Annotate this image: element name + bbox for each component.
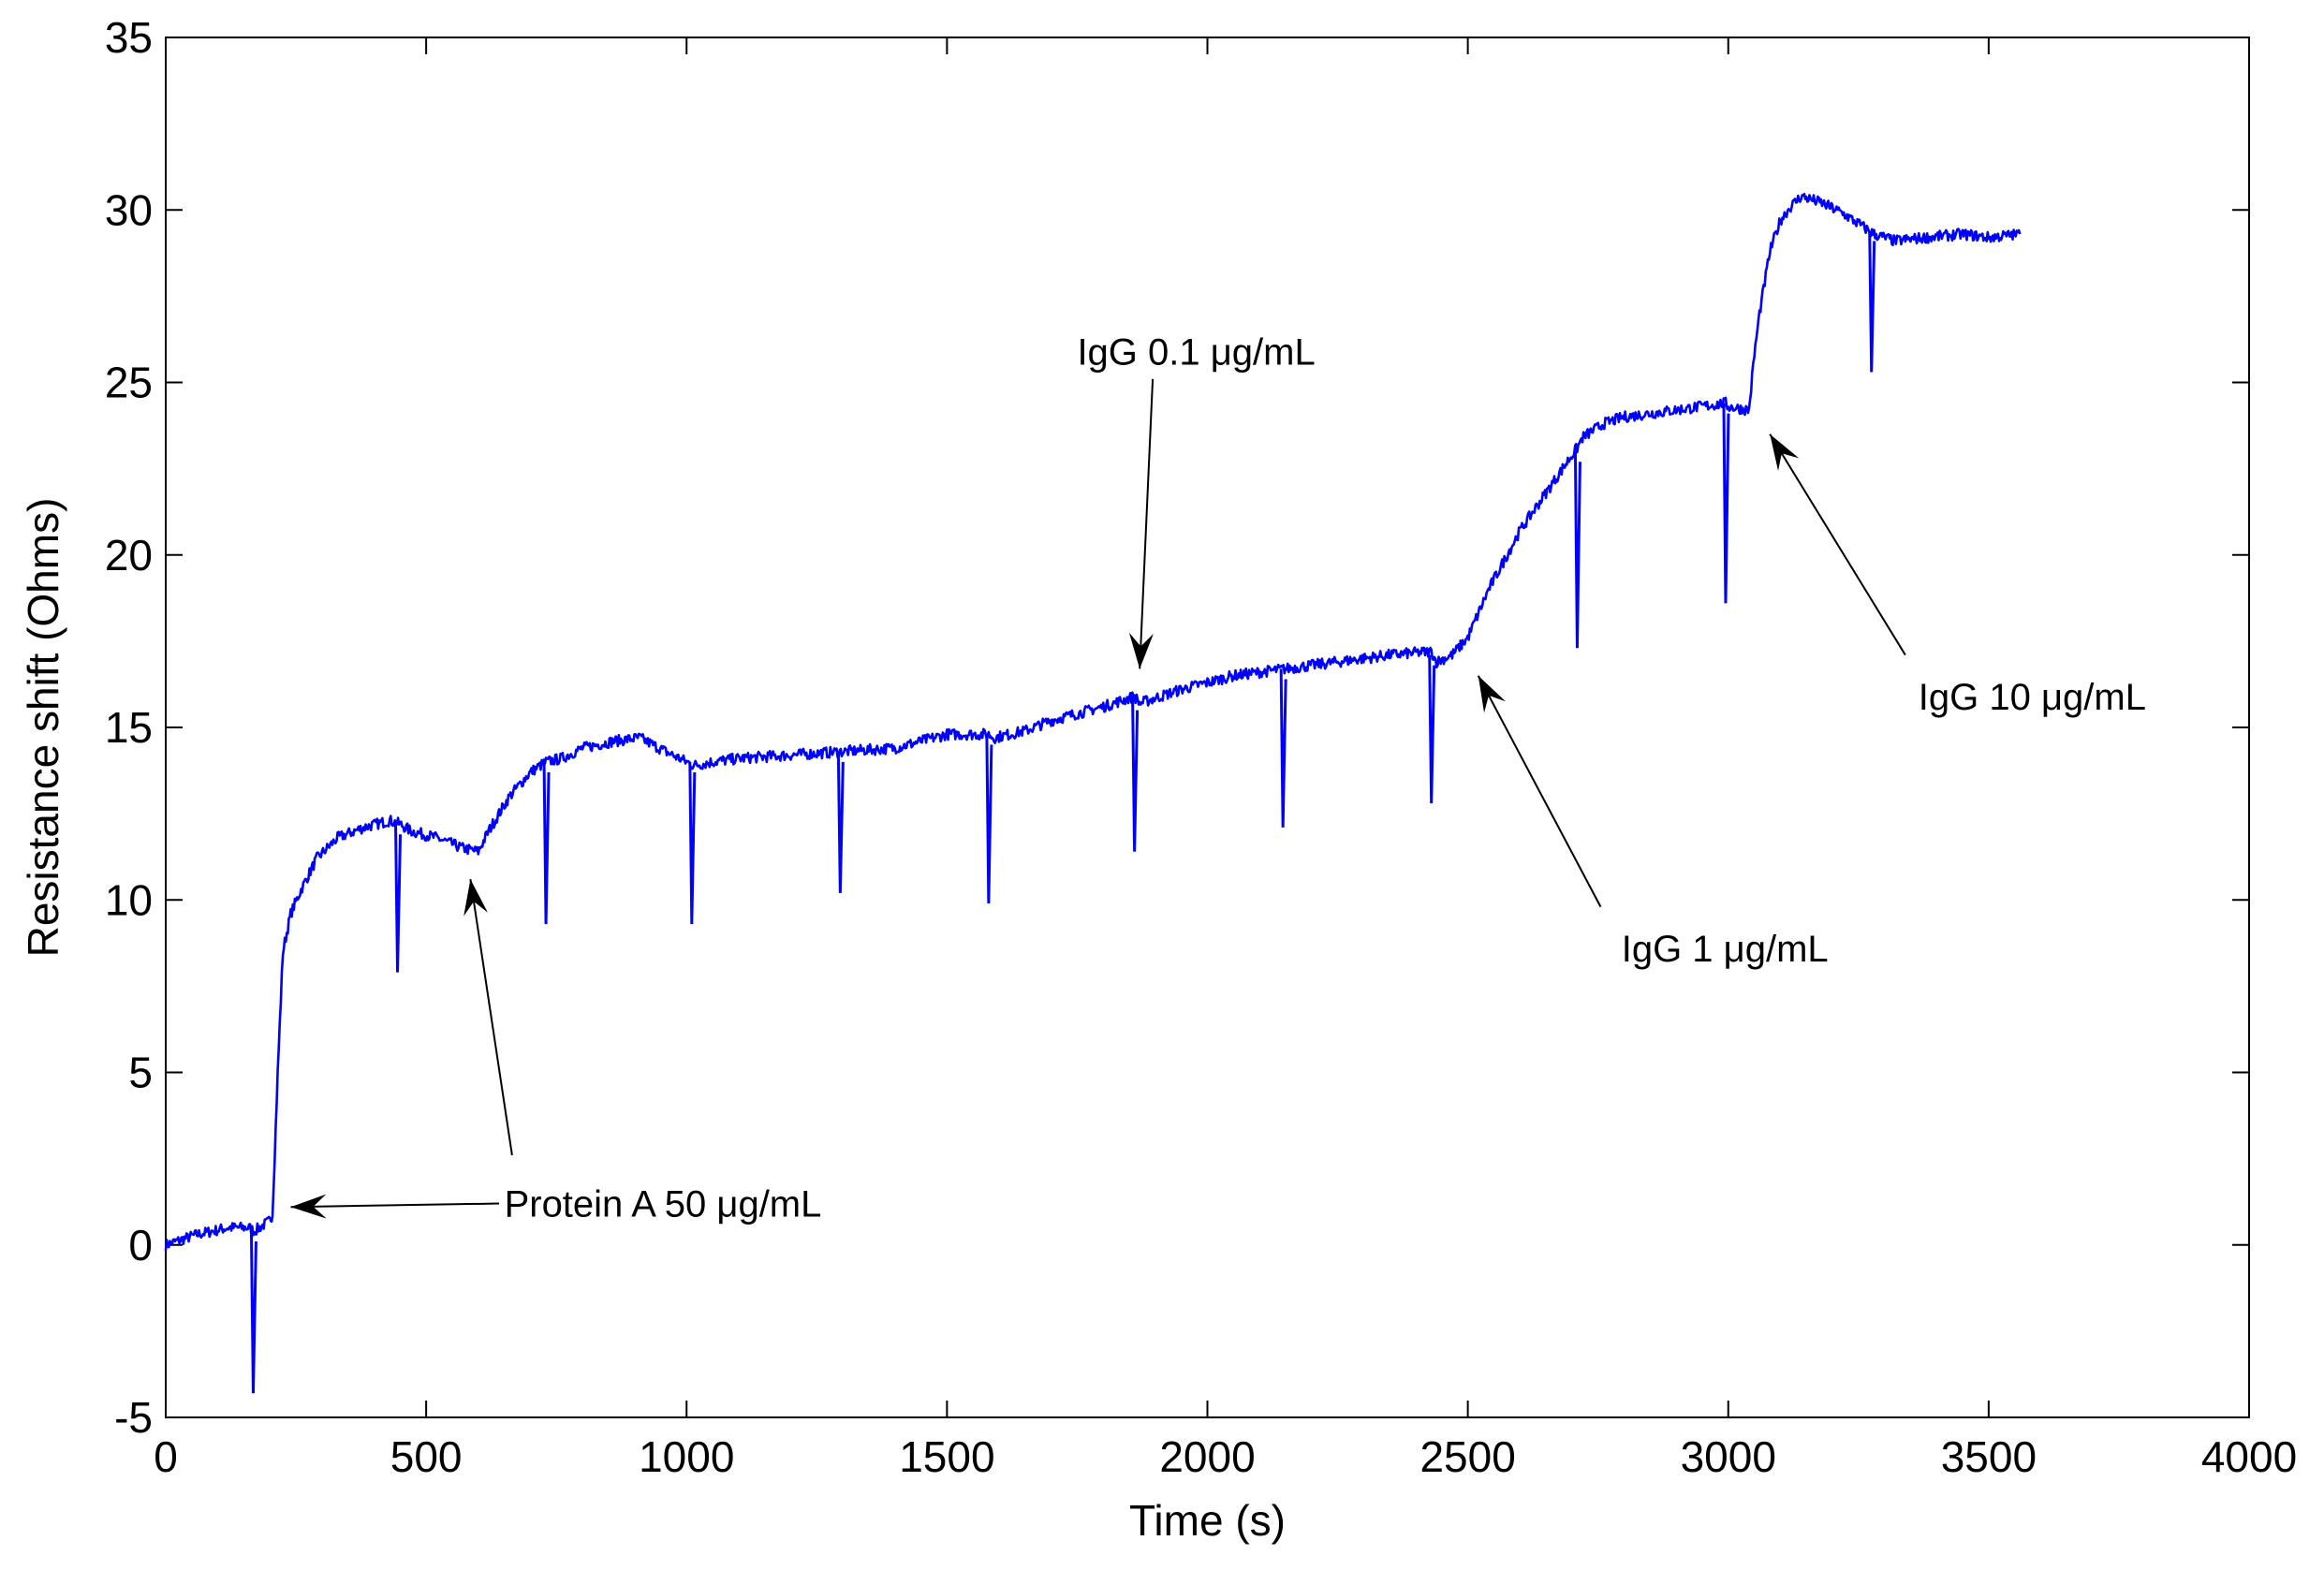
injection-spike (249, 1230, 257, 1394)
y-tick-label: 25 (105, 359, 153, 407)
x-tick-label: 500 (390, 1432, 463, 1481)
y-tick-label: 0 (128, 1221, 153, 1269)
injection-spike (1428, 654, 1436, 804)
y-tick-label: 10 (105, 875, 153, 924)
injection-spike (1722, 403, 1730, 604)
annotation-arrow-head (1128, 632, 1154, 669)
annotation-arrow-shaft (1769, 433, 1906, 656)
y-tick-label: 20 (105, 531, 153, 580)
y-axis-title: Resistance shift (Ohms) (19, 498, 67, 958)
annotation-arrow-shaft (469, 878, 513, 1156)
injection-spike (1573, 451, 1581, 649)
x-tick-label: 2500 (1419, 1432, 1515, 1481)
injection-spike (688, 761, 697, 925)
injection-spike (836, 751, 845, 893)
injection-spike (1868, 230, 1876, 373)
y-tick-label: 30 (105, 185, 153, 234)
annotation-label: Protein A 50 μg/mL (505, 1184, 822, 1225)
annotation-label: IgG 1 μg/mL (1622, 929, 1829, 970)
annotations: Protein A 50 μg/mL IgG 0.1 μg/mL IgG 1 μg/… (290, 331, 2146, 1225)
x-tick-label: 1000 (639, 1432, 734, 1481)
x-tick-label: 2000 (1159, 1432, 1255, 1481)
x-tick-label: 3500 (1941, 1432, 2037, 1481)
y-tick-label: 5 (128, 1049, 153, 1097)
injection-spike (394, 824, 403, 973)
x-tick-label: 1500 (899, 1432, 994, 1481)
annotation-label: IgG 0.1 μg/mL (1077, 331, 1315, 373)
injection-spike (1131, 699, 1140, 852)
annotation-arrow-head (463, 879, 488, 917)
x-axis-title: Time (s) (1129, 1496, 1286, 1545)
annotation-arrow-head (290, 1194, 327, 1219)
x-tick-label: 3000 (1681, 1432, 1776, 1481)
series-line (164, 192, 2022, 1251)
data-layer (164, 192, 2022, 1394)
x-tick-label: 0 (154, 1432, 178, 1481)
injection-spike (542, 761, 551, 925)
annotation-arrow-shaft (1139, 378, 1155, 669)
annotation-arrow-head (1478, 675, 1507, 713)
annotation-arrow-shaft (1477, 675, 1602, 908)
axis-ticks: 0 500 1000 1500 2000 2500 3000 3500 4000-5051015… (105, 13, 2297, 1481)
annotation-arrow-shaft (290, 1202, 500, 1209)
y-tick-label: 15 (105, 703, 153, 752)
injection-spike (1279, 668, 1287, 828)
x-tick-label: 4000 (2201, 1432, 2297, 1481)
injection-spike (985, 734, 993, 903)
annotation-label: IgG 10 μg/mL (1919, 677, 2146, 718)
axis-labels: Time (s) Resistance shift (Ohms) (19, 498, 1286, 1545)
y-tick-label: -5 (114, 1393, 153, 1442)
annotation-arrow-head (1770, 433, 1800, 471)
y-tick-label: 35 (105, 13, 153, 62)
